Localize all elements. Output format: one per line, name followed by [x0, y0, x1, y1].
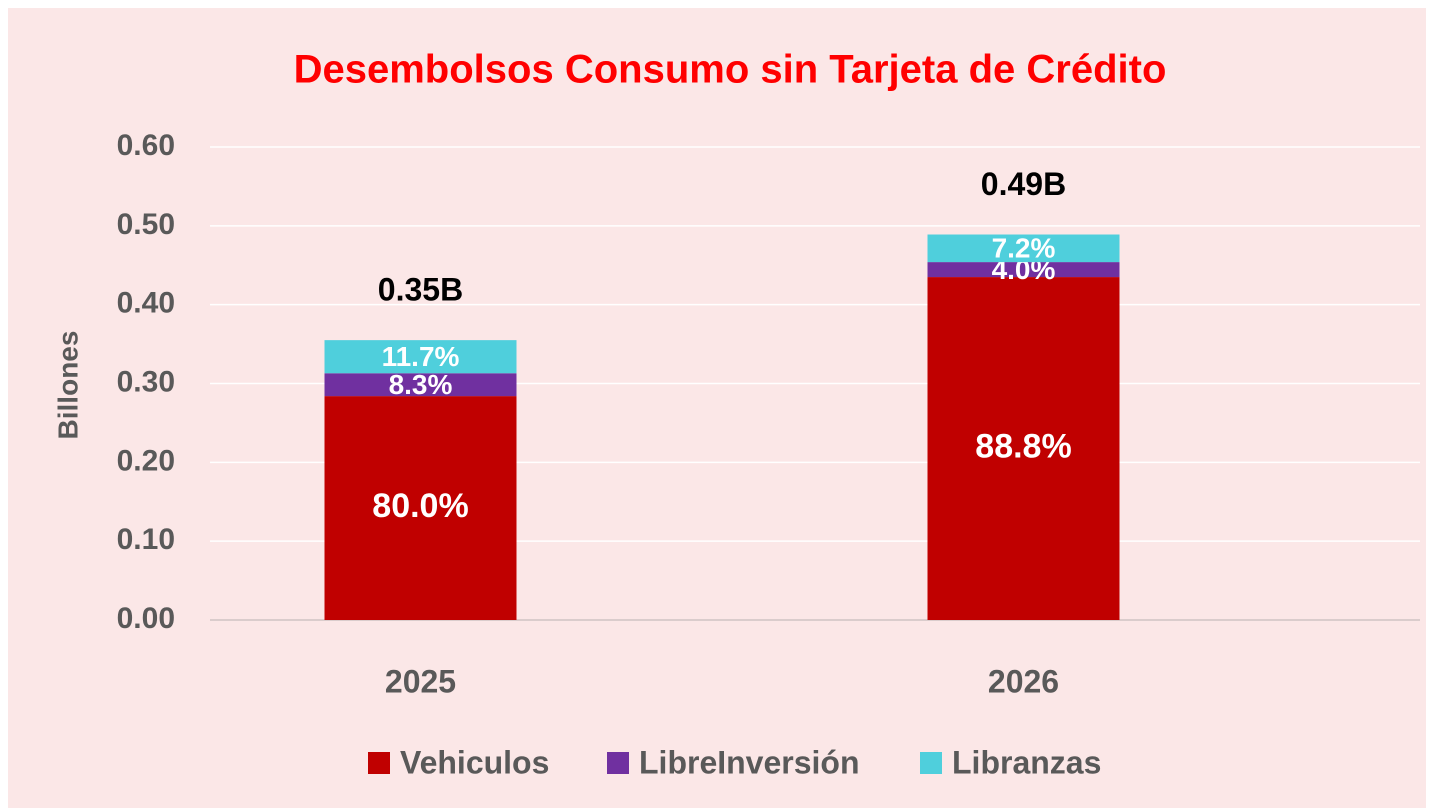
bar-segment: [324, 340, 517, 374]
legend-label: Libranzas: [952, 744, 1101, 780]
segment-label: 11.7%: [382, 341, 460, 372]
total-label: 0.35B: [378, 272, 463, 308]
y-axis-label: Billones: [52, 331, 83, 440]
legend-swatch: [920, 752, 942, 774]
legend-swatch: [607, 752, 629, 774]
segment-label: 8.3%: [389, 369, 453, 400]
y-tick-label: 0.00: [117, 602, 175, 635]
bar-segment: [927, 277, 1120, 620]
background: [8, 8, 1426, 808]
y-tick-label: 0.50: [117, 208, 175, 241]
bar-segment: [927, 262, 1120, 278]
y-tick-label: 0.10: [117, 523, 175, 556]
bar-segment: [324, 396, 517, 620]
segment-label: 88.8%: [975, 428, 1071, 466]
legend-label: LibreInversión: [639, 744, 860, 780]
segment-label: 80.0%: [372, 487, 468, 525]
y-tick-label: 0.40: [117, 287, 175, 320]
legend-label: Vehiculos: [400, 744, 549, 780]
x-tick-label: 2026: [988, 663, 1059, 699]
chart-title: Desembolsos Consumo sin Tarjeta de Crédi…: [294, 48, 1167, 92]
x-tick-label: 2025: [385, 663, 456, 699]
y-tick-label: 0.30: [117, 365, 175, 398]
bar-segment: [324, 373, 517, 397]
total-label: 0.49B: [981, 166, 1066, 202]
bar-segment: [927, 234, 1120, 263]
y-tick-label: 0.20: [117, 444, 175, 477]
legend-swatch: [368, 752, 390, 774]
segment-label: 7.2%: [992, 233, 1056, 264]
y-tick-label: 0.60: [117, 129, 175, 162]
